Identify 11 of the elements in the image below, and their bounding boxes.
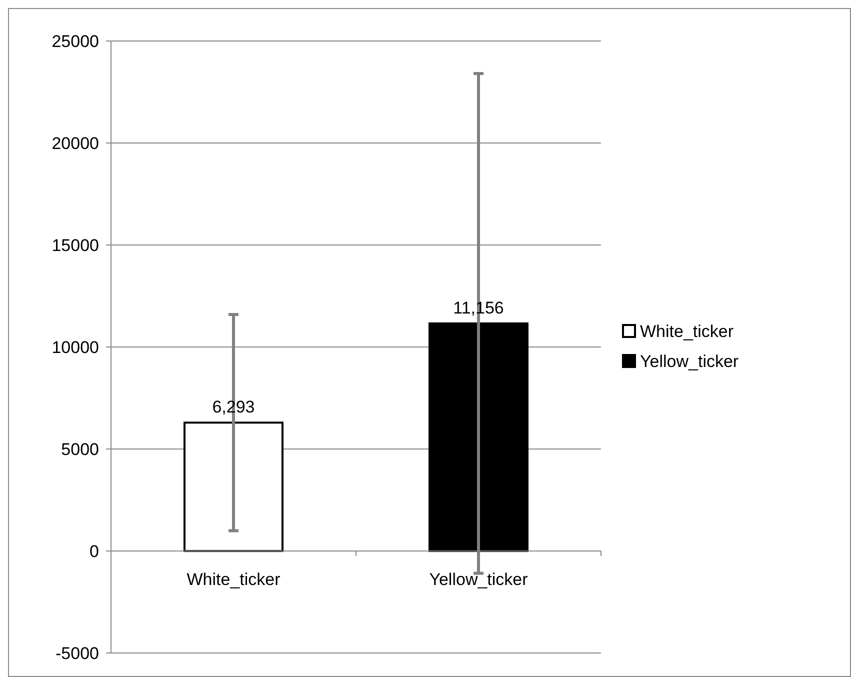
y-tick-label: 15000	[52, 236, 99, 255]
data-label: 6,293	[212, 398, 255, 417]
legend-label: White_ticker	[640, 322, 734, 341]
y-tick-label: 0	[90, 542, 99, 561]
y-tick-label: 10000	[52, 338, 99, 357]
y-tick-label: -5000	[56, 644, 99, 663]
y-tick-label: 25000	[52, 32, 99, 51]
data-label: 11,156	[453, 298, 504, 318]
y-tick-label: 20000	[52, 134, 99, 153]
y-tick-label: 5000	[61, 440, 99, 459]
legend-label: Yellow_ticker	[640, 352, 739, 371]
